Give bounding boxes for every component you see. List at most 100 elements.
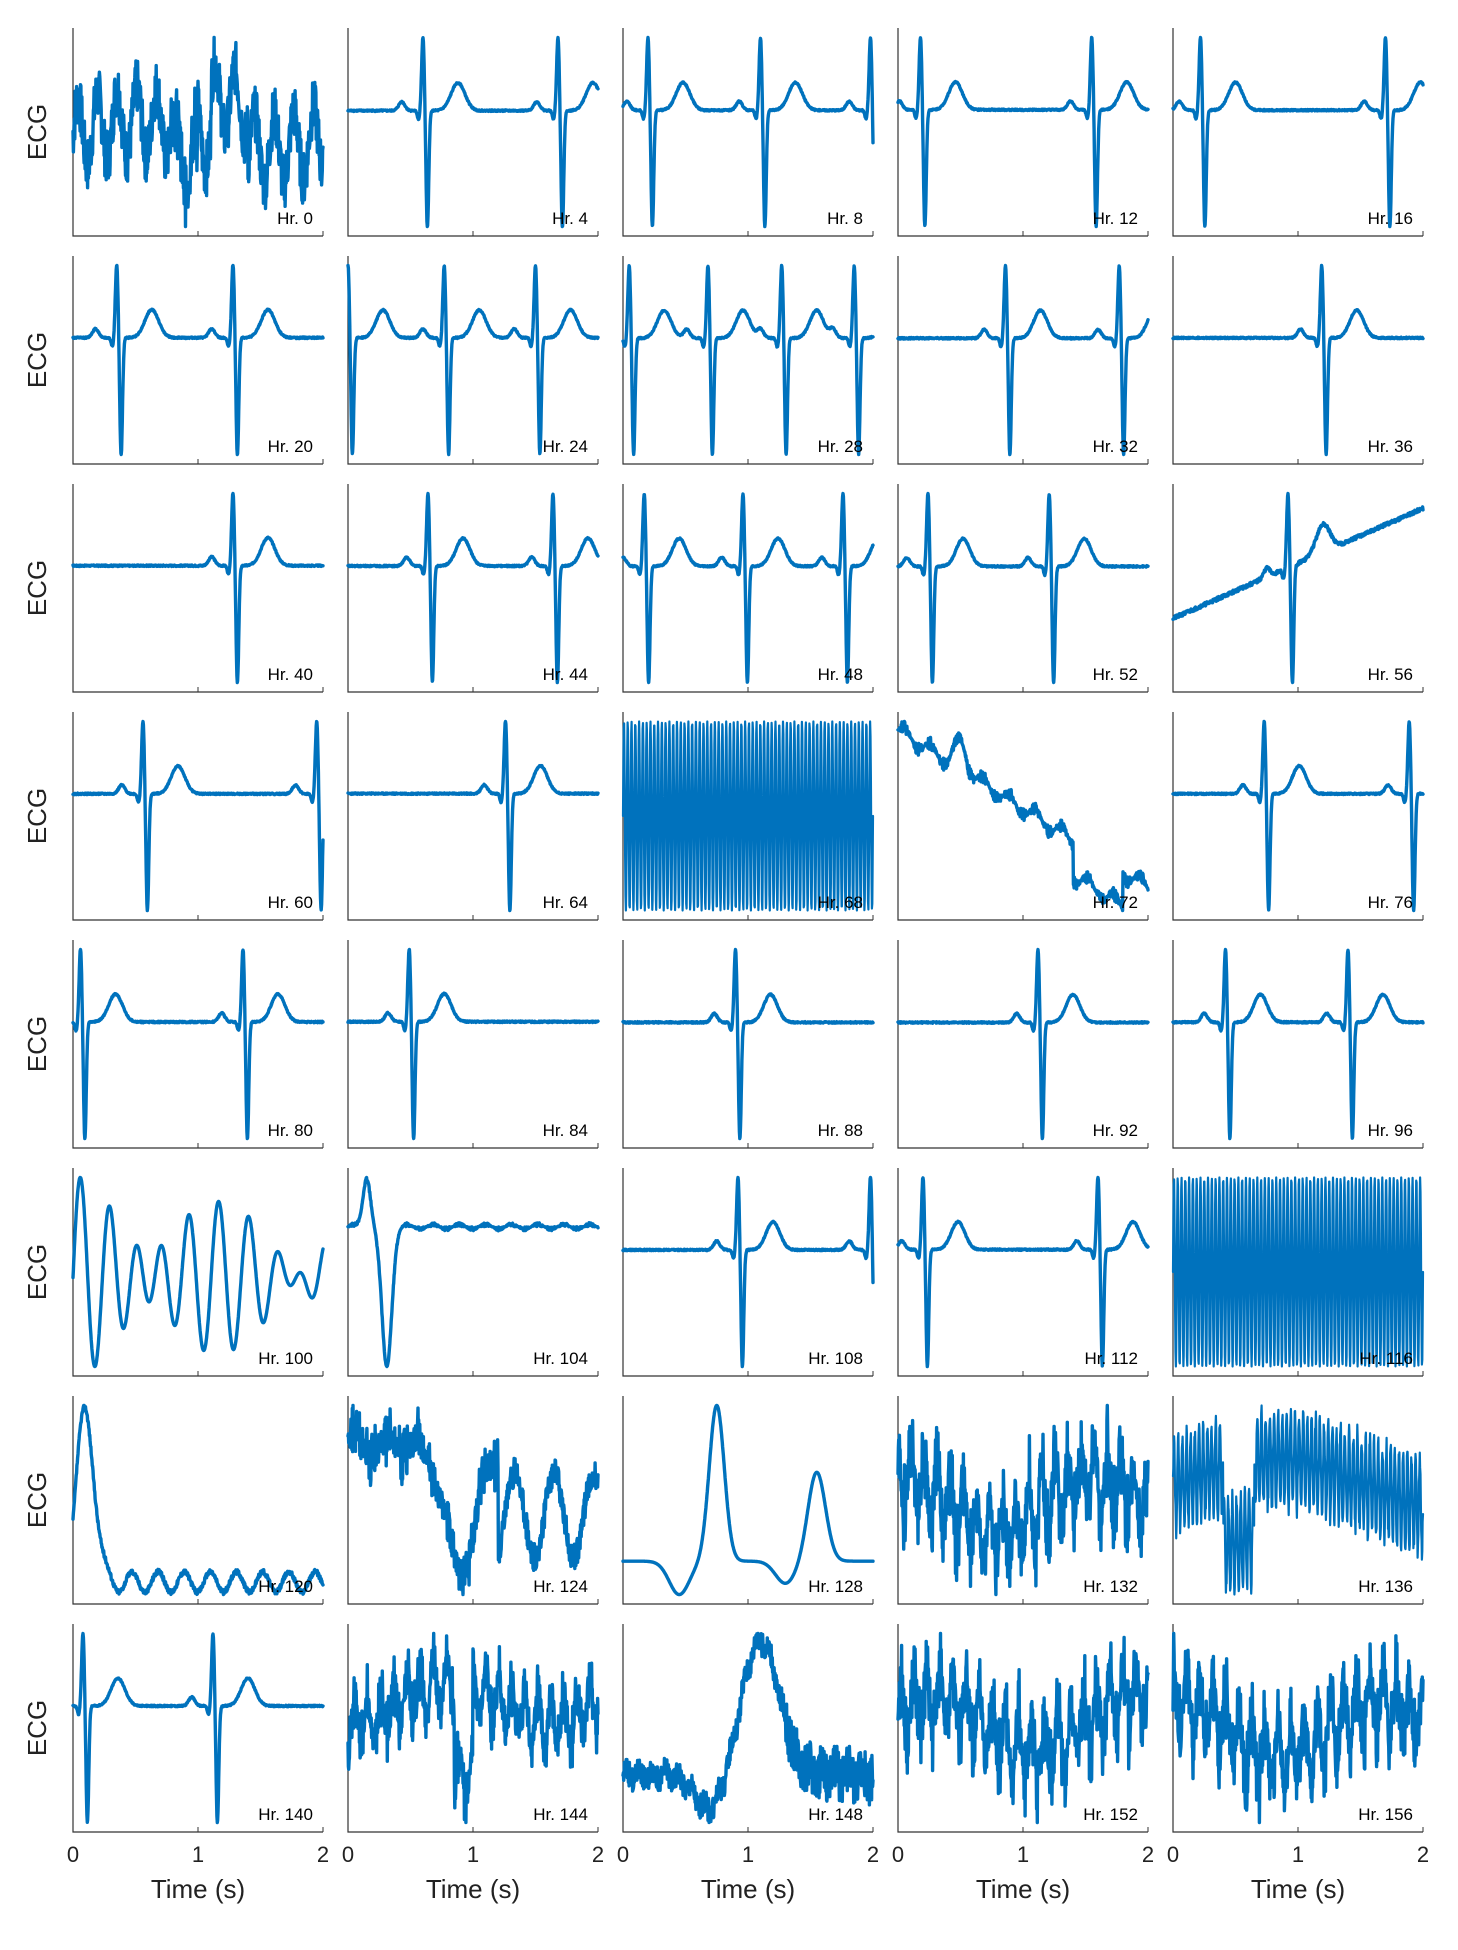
panel-axes	[622, 256, 873, 465]
ecg-trace	[621, 35, 875, 229]
panel-axes	[897, 1168, 1148, 1377]
panel-label: Hr. 72	[1093, 893, 1138, 912]
x-tick-label: 0	[1167, 1842, 1179, 1867]
x-tick-label: 0	[617, 1842, 629, 1867]
panel-label: Hr. 56	[1368, 665, 1413, 684]
ecg-trace	[346, 263, 600, 457]
panel-axes	[72, 940, 323, 1149]
panel-label: Hr. 136	[1358, 1577, 1413, 1596]
panel-label: Hr. 88	[818, 1121, 863, 1140]
x-tick-label: 2	[592, 1842, 604, 1867]
panel-label: Hr. 24	[543, 437, 588, 456]
panel-label: Hr. 20	[268, 437, 313, 456]
panel-label: Hr. 32	[1093, 437, 1138, 456]
ecg-trace	[71, 35, 325, 229]
ecg-trace	[346, 1631, 600, 1825]
y-axis-label: ECG	[22, 332, 52, 388]
panel-label: Hr. 64	[543, 893, 588, 912]
panel-label: Hr. 0	[277, 209, 313, 228]
ecg-trace	[346, 1403, 600, 1597]
x-tick-label: 0	[892, 1842, 904, 1867]
ecg-trace	[621, 491, 875, 685]
panel-label: Hr. 8	[827, 209, 863, 228]
ecg-trace	[621, 263, 875, 457]
ecg-trace	[896, 1403, 1150, 1597]
panel-label: Hr. 84	[543, 1121, 588, 1140]
panel-label: Hr. 148	[808, 1805, 863, 1824]
ecg-trace	[1171, 947, 1425, 1141]
ecg-trace	[1171, 1176, 1425, 1368]
panel-label: Hr. 40	[268, 665, 313, 684]
x-axis-label: Time (s)	[426, 1874, 520, 1904]
panel-label: Hr. 156	[1358, 1805, 1413, 1824]
ecg-trace	[1171, 1404, 1425, 1596]
panel-label: Hr. 116	[1359, 1349, 1413, 1368]
x-tick-label: 1	[1292, 1842, 1304, 1867]
y-axis-label: ECG	[22, 104, 52, 160]
panel-label: Hr. 44	[543, 665, 588, 684]
panel-label: Hr. 92	[1093, 1121, 1138, 1140]
ecg-trace	[1171, 1631, 1425, 1825]
x-tick-label: 0	[342, 1842, 354, 1867]
panel-axes	[72, 1624, 323, 1833]
ecg-trace	[1171, 35, 1425, 229]
panel-label: Hr. 104	[533, 1349, 588, 1368]
ecg-trace	[346, 35, 600, 229]
panel-axes	[622, 28, 873, 237]
ecg-trace	[71, 1175, 325, 1369]
ecg-trace	[1171, 263, 1425, 457]
panel-label: Hr. 152	[1083, 1805, 1138, 1824]
panel-label: Hr. 128	[808, 1577, 863, 1596]
panel-axes	[347, 712, 598, 921]
x-tick-label: 2	[1142, 1842, 1154, 1867]
panel-label: Hr. 48	[818, 665, 863, 684]
panel-axes	[622, 1168, 873, 1377]
ecg-trace	[896, 263, 1150, 457]
ecg-trace	[621, 1403, 875, 1597]
panel-label: Hr. 60	[268, 893, 313, 912]
ecg-trace	[346, 1175, 600, 1369]
x-tick-label: 2	[317, 1842, 329, 1867]
panel-axes	[897, 28, 1148, 237]
panel-axes	[347, 256, 598, 465]
ecg-trace	[1171, 719, 1425, 913]
ecg-trace	[346, 491, 600, 685]
panel-label: Hr. 144	[533, 1805, 588, 1824]
ecg-trace	[71, 947, 325, 1141]
ecg-trace	[621, 1175, 875, 1369]
x-tick-label: 1	[1017, 1842, 1029, 1867]
y-axis-label: ECG	[22, 1700, 52, 1756]
y-axis-label: ECG	[22, 1244, 52, 1300]
panel-label: Hr. 100	[258, 1349, 313, 1368]
panel-axes	[72, 256, 323, 465]
ecg-trace	[71, 1631, 325, 1825]
ecg-trace	[621, 947, 875, 1141]
y-axis-label: ECG	[22, 788, 52, 844]
ecg-trace	[346, 947, 600, 1141]
panel-axes	[1172, 484, 1423, 693]
panel-axes	[897, 256, 1148, 465]
panel-label: Hr. 68	[818, 893, 863, 912]
panel-label: Hr. 12	[1093, 209, 1138, 228]
y-axis-label: ECG	[22, 560, 52, 616]
panel-label: Hr. 124	[533, 1577, 588, 1596]
panel-label: Hr. 80	[268, 1121, 313, 1140]
x-tick-label: 1	[192, 1842, 204, 1867]
panel-axes	[72, 484, 323, 693]
panel-label: Hr. 76	[1368, 893, 1413, 912]
x-axis-label: Time (s)	[1251, 1874, 1345, 1904]
x-axis-label: Time (s)	[151, 1874, 245, 1904]
ecg-trace	[896, 1631, 1150, 1825]
ecg-trace	[896, 35, 1150, 229]
panel-axes	[347, 940, 598, 1149]
panel-label: Hr. 120	[258, 1577, 313, 1596]
x-tick-label: 2	[867, 1842, 879, 1867]
x-tick-label: 1	[467, 1842, 479, 1867]
x-axis-label: Time (s)	[701, 1874, 795, 1904]
ecg-trace	[71, 1403, 325, 1597]
panel-label: Hr. 36	[1368, 437, 1413, 456]
x-axis-label: Time (s)	[976, 1874, 1070, 1904]
panel-axes	[622, 1624, 873, 1833]
